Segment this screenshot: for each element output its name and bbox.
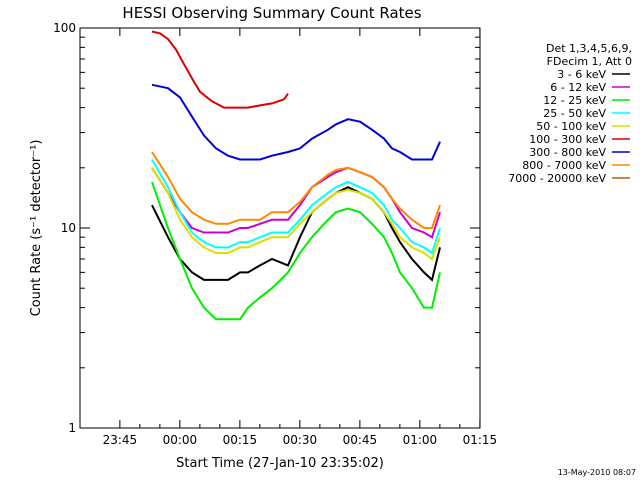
plot-frame <box>79 27 481 429</box>
x-tick-label: 00:45 <box>343 433 378 447</box>
x-tick-label: 01:00 <box>403 433 438 447</box>
x-tick-label: 23:45 <box>103 433 138 447</box>
legend-label-5: 50 - 100 keV <box>536 120 606 133</box>
legend-label-7: 300 - 800 keV <box>529 146 606 159</box>
legend-label-9: 7000 - 20000 keV <box>508 172 606 185</box>
x-tick-label: 00:00 <box>163 433 198 447</box>
y-tick-label: 10 <box>61 221 76 235</box>
legend-label-6: 100 - 300 keV <box>529 133 606 146</box>
x-tick-label: 01:15 <box>463 433 498 447</box>
axes: 23:45 00:00 00:15 00:30 00:45 01:00 01:15 1 10 10… <box>53 21 497 447</box>
x-axis-label: Start Time (27-Jan-10 23:35:02) <box>176 456 384 471</box>
y-tick-label: 100 <box>53 21 76 35</box>
series-line-3 <box>151 181 441 321</box>
legend-label-2: 6 - 12 keV <box>550 81 606 94</box>
legend-header-line: Det 1,3,4,5,6,9, <box>546 42 632 55</box>
series-line-8 <box>151 151 441 229</box>
series-line-1 <box>151 186 441 282</box>
legend-header-line: FDecim 1, Att 0 <box>547 55 632 68</box>
legend-label-3: 12 - 25 keV <box>543 94 606 107</box>
series-line-5 <box>151 167 441 261</box>
series-line-2 <box>151 166 441 239</box>
legend-label-1: 3 - 6 keV <box>557 68 606 81</box>
chart-title: HESSI Observing Summary Count Rates <box>122 4 421 22</box>
legend-label-8: 800 - 7000 keV <box>522 159 606 172</box>
y-axis-label: Count Rate (s⁻¹ detector⁻¹) <box>29 140 44 317</box>
series-line-7 <box>151 83 441 161</box>
series-line-6 <box>151 30 289 109</box>
series-line-4 <box>151 158 441 255</box>
footer-timestamp: 13-May-2010 08:07 <box>558 468 636 477</box>
plot-area <box>151 30 441 321</box>
x-tick-label: 00:15 <box>223 433 258 447</box>
legend-label-4: 25 - 50 keV <box>543 107 606 120</box>
x-tick-label: 00:30 <box>283 433 318 447</box>
legend: Det 1,3,4,5,6,9,FDecim 1, Att 03 - 6 keV… <box>508 42 632 185</box>
y-tick-label: 1 <box>68 421 76 435</box>
